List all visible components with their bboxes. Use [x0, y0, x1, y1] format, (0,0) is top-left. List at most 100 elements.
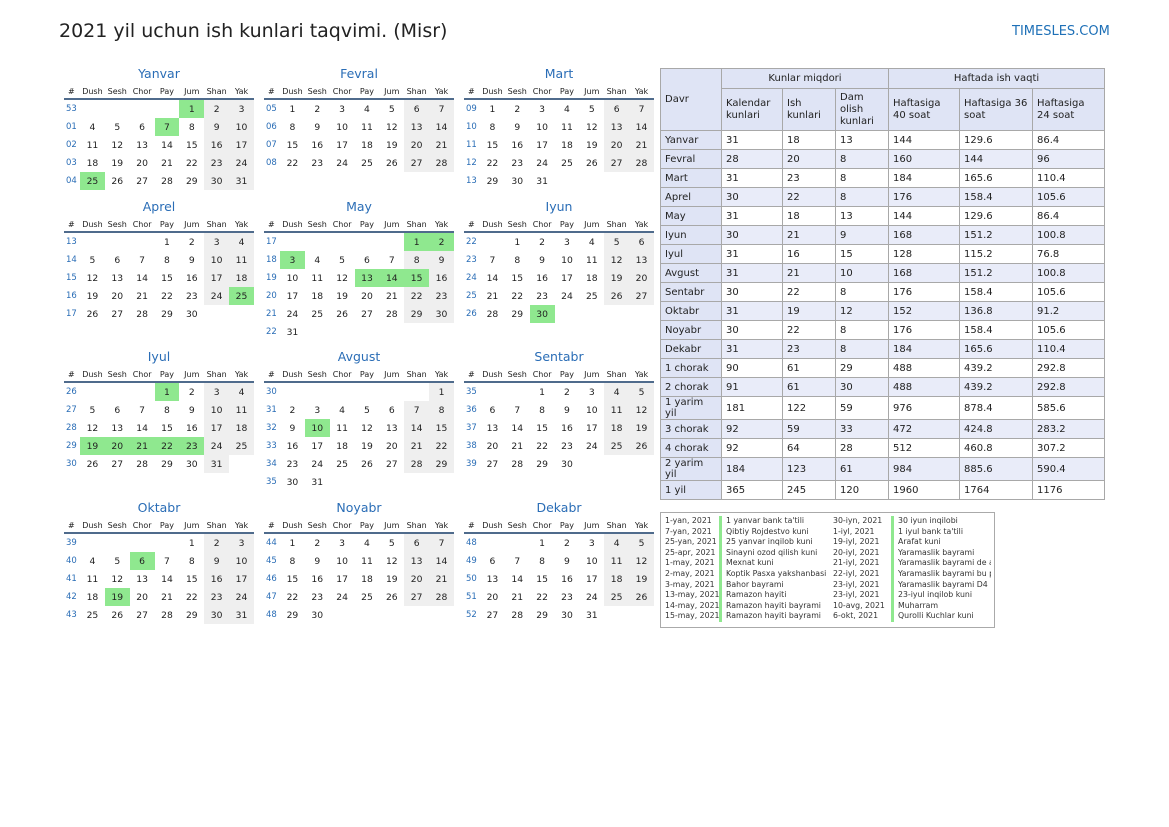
month-name: Mart: [544, 66, 574, 81]
week-row: 16 19 20 21 22 23 24 25: [64, 287, 254, 305]
day-cell: 20: [629, 269, 654, 287]
week-row: 46 15 16 17 18 19 20 21: [264, 570, 454, 588]
day-cell: 19: [80, 437, 105, 455]
day-cell: 30: [561, 458, 573, 470]
day-cell: 29: [536, 609, 548, 621]
day-cell: 14: [136, 272, 148, 284]
summary-subheader: Ish kunlari: [782, 88, 836, 131]
day-cell: 8: [188, 121, 195, 133]
summary-value: 21: [782, 225, 836, 245]
day-cell: [379, 232, 404, 251]
day-cell: 20: [136, 591, 148, 603]
week-number: 29: [66, 441, 77, 451]
day-cell: 15: [185, 573, 198, 585]
weekday-header: Shan: [204, 367, 230, 383]
summary-row: Iyun 30 21 9 168 151.2 100.8: [660, 225, 1105, 245]
summary-value: 92: [721, 419, 783, 439]
day-cell: 18: [604, 419, 630, 437]
day-cell: [429, 473, 454, 491]
day-cell: 12: [585, 121, 598, 133]
day-cell: 7: [388, 254, 395, 266]
summary-value: 144: [959, 149, 1033, 169]
day-cell: [480, 533, 505, 552]
summary-value: 105.6: [1032, 187, 1105, 207]
week-number: 39: [466, 459, 477, 469]
day-cell: 25: [604, 437, 630, 455]
week-number: 28: [66, 423, 77, 433]
day-cell: 6: [114, 254, 121, 266]
day-cell: 12: [361, 422, 373, 434]
day-cell: 8: [289, 121, 296, 133]
day-cell: 10: [204, 401, 230, 419]
day-cell: 27: [136, 609, 148, 621]
summary-value: 28: [835, 438, 889, 458]
summary-value: 22: [782, 187, 836, 207]
weekday-header: Sesh: [304, 367, 330, 383]
day-cell: [604, 305, 629, 323]
weekday-header: Dush: [80, 367, 105, 383]
weekday-header: Dush: [480, 367, 505, 383]
day-cell: 10: [229, 552, 254, 570]
week-row: 39 1 2 3: [64, 533, 254, 552]
week-number: 52: [466, 610, 477, 620]
day-cell: [379, 382, 404, 401]
day-cell: 3: [229, 99, 254, 118]
day-cell: 12: [629, 401, 654, 419]
summary-value: 181: [721, 396, 783, 420]
weekday-header: Sesh: [504, 518, 530, 534]
day-cell: 30: [529, 305, 555, 323]
day-cell: 18: [86, 591, 99, 603]
weekday-header: Sesh: [104, 84, 130, 100]
day-cell: 7: [429, 533, 454, 552]
site-link[interactable]: TIMESLES.COM: [1012, 24, 1110, 39]
day-cell: [604, 606, 629, 624]
summary-value: 21: [782, 263, 836, 283]
weekday-header: Shan: [404, 217, 430, 233]
day-cell: 8: [188, 555, 195, 567]
week-number: 16: [66, 291, 77, 301]
day-cell: 23: [561, 440, 573, 452]
day-cell: 18: [585, 272, 598, 284]
day-cell: [604, 455, 629, 473]
day-cell: 30: [185, 458, 198, 470]
day-cell: 8: [289, 555, 296, 567]
weekday-header: Chor: [129, 518, 155, 534]
day-cell: 23: [185, 290, 198, 302]
week-row: 17 1 2: [264, 232, 454, 251]
holiday-name: Qurolli Kuchlar kuni: [891, 611, 991, 622]
day-cell: 12: [336, 272, 348, 284]
day-cell: 29: [429, 455, 454, 473]
summary-value: 151.2: [959, 225, 1033, 245]
week-number: 41: [66, 574, 77, 584]
weekday-header: #: [64, 217, 80, 233]
day-cell: 10: [336, 121, 348, 133]
day-cell: [480, 232, 505, 251]
summary-value: 110.4: [1032, 339, 1105, 359]
day-cell: [404, 473, 429, 491]
summary-subheader: Haftasiga 40 soat: [888, 88, 960, 131]
week-number: 53: [66, 104, 77, 114]
week-row: 27 5 6 7 8 9 10 11: [64, 401, 254, 419]
weekday-header: Chor: [529, 518, 555, 534]
week-row: 52 27 28 29 30 31: [464, 606, 654, 624]
month-calendar: Iyun # Dush Sesh Chor Pay Jum Shan Yak 22 1 2 3 4 5 6 23…: [464, 198, 654, 323]
day-cell: 29: [286, 609, 299, 621]
day-cell: 12: [604, 251, 630, 269]
day-cell: 5: [89, 404, 96, 416]
week-number: 23: [466, 255, 477, 265]
summary-value: 439.2: [959, 358, 1033, 378]
day-cell: [280, 382, 305, 401]
day-cell: 23: [204, 588, 230, 606]
holiday-name: Arafat kuni: [891, 537, 991, 548]
day-cell: 15: [161, 422, 173, 434]
day-cell: 26: [86, 308, 99, 320]
weekday-header: Pay: [554, 84, 580, 100]
summary-value: 488: [888, 377, 960, 397]
day-cell: 26: [385, 591, 398, 603]
weekday-header: Jum: [379, 217, 405, 233]
weekday-header: Shan: [604, 518, 630, 534]
holiday-name: 25 yanvar inqilob kuni: [719, 537, 831, 548]
holiday-row: 15-may, 2021 Ramazon hayiti bayrami 6-okt,…: [665, 611, 992, 622]
day-cell: 6: [404, 533, 430, 552]
day-cell: 21: [385, 290, 398, 302]
